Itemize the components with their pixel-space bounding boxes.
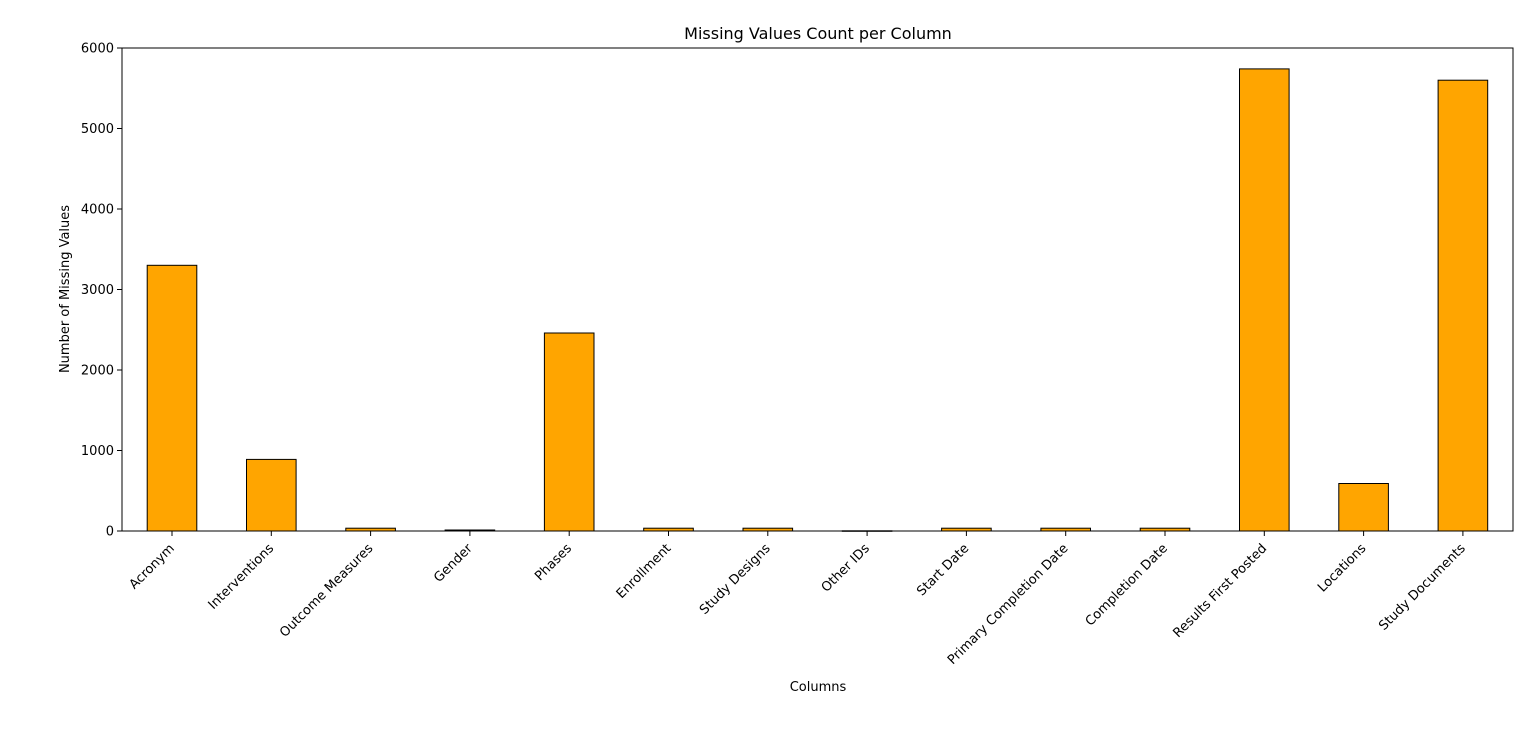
x-tick-label: Study Documents: [1376, 541, 1469, 634]
y-ticks-group: 0 1000 2000 3000 4000 5000 6000: [81, 42, 122, 540]
x-ticks-group: Acronym Interventions Outcome Measures Gend…: [127, 531, 1469, 668]
y-tick-label: 3000: [81, 283, 114, 298]
plot-frame: [121, 47, 1514, 532]
x-tick-label: Other IDs: [819, 541, 873, 595]
y-tick-label: 2000: [81, 364, 114, 379]
y-tick-label: 6000: [81, 42, 114, 57]
x-tick-label: Enrollment: [614, 541, 675, 602]
y-tick-label: 1000: [81, 444, 114, 459]
x-axis-title: Columns: [790, 680, 847, 695]
x-tick-label: Locations: [1315, 541, 1369, 595]
x-tick-label: Results First Posted: [1170, 541, 1270, 641]
x-tick-label: Interventions: [206, 541, 278, 613]
x-tick-label: Completion Date: [1083, 541, 1171, 629]
y-tick-label: 0: [106, 525, 114, 540]
bar: [1338, 483, 1389, 532]
chart-title: Missing Values Count per Column: [684, 24, 952, 43]
x-tick-label: Phases: [532, 541, 575, 584]
x-tick-label: Start Date: [914, 541, 972, 599]
bar: [146, 264, 198, 532]
x-tick-label: Primary Completion Date: [945, 541, 1072, 668]
y-tick-label: 5000: [81, 122, 114, 137]
bar: [543, 332, 595, 532]
bar: [1239, 68, 1290, 532]
x-tick-label: Outcome Measures: [277, 541, 376, 640]
bars-group: [146, 68, 1489, 532]
x-tick-label: Gender: [431, 541, 476, 586]
y-axis-title: Number of Missing Values: [58, 205, 73, 373]
bar: [1437, 79, 1489, 532]
x-tick-label: Study Designs: [697, 541, 774, 618]
bar: [246, 458, 297, 532]
x-tick-label: Acronym: [127, 541, 178, 592]
y-tick-label: 4000: [81, 203, 114, 218]
